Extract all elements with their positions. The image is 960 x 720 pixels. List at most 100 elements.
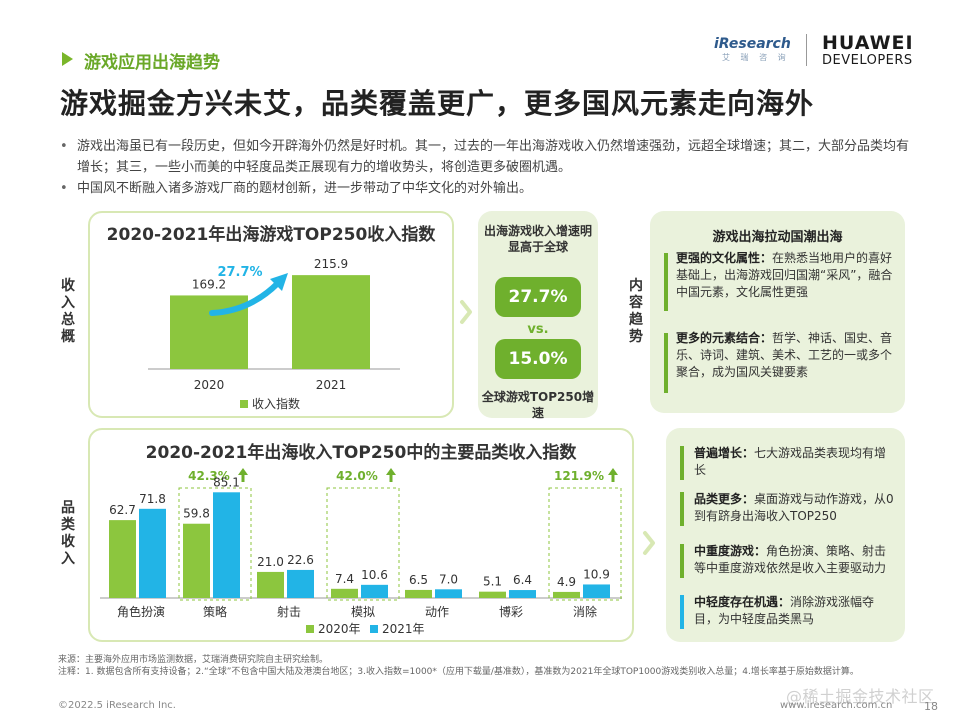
side-label-revenue: 收入总概 [61,278,75,345]
trend-point: 更强的文化属性：在熟悉当地用户的喜好基础上，出海游戏回归国潮“采风”，融合中国元… [676,250,894,301]
side-label-trend: 内容趋势 [629,278,643,345]
revenue-chart-panel: 2020-2021年出海游戏TOP250收入指数 169.2 2020 215.9 2… [88,211,454,418]
highlight-box [326,487,400,601]
comparison-title: 出海游戏收入增速明显高于全球 [483,224,592,254]
bar-2021 [435,589,462,598]
point-marker [664,253,668,311]
bar-value-label: 4.9 [557,575,576,589]
growth-label: 27.7% [217,265,262,280]
bar-value-label: 22.6 [287,553,314,567]
category-point-text: 七大游戏品类表现均有增长 [694,446,887,477]
category-point: 品类更多：桌面游戏与动作游戏，从0到有跻身出海收入TOP250 [694,491,896,525]
bar-2020 [109,520,136,598]
point-marker [680,595,684,629]
growth-label: 121.9% [554,469,604,483]
huawei-logo: HUAWEI [822,32,914,54]
overseas-growth-badge: 27.7% [495,277,581,317]
up-arrow-icon [386,468,396,475]
x-tick-label: 策略 [203,604,227,619]
legend-label: 收入指数 [252,396,300,411]
trend-point-head: 更强的文化属性： [676,251,773,265]
page-number: 18 [924,700,938,713]
bar-2021 [509,590,536,598]
category-point: 中轻度存在机遇：消除游戏涨幅夺目，为中轻度品类黑马 [694,594,896,628]
bar-2020 [183,523,210,598]
x-tick-label: 2020 [194,378,225,392]
category-point-text: 消除游戏涨幅夺目，为中轻度品类黑马 [694,595,875,626]
category-point-head: 中轻度存在机遇： [694,595,791,609]
category-point-head: 普遍增长： [694,446,755,460]
bar-2021 [213,492,240,598]
iresearch-logo-subtext: 艾 瑞 咨 询 [722,53,790,62]
bar-value-label: 6.4 [513,573,532,587]
bar-value-label: 5.1 [483,575,502,589]
watermark: @稀土掘金技术社区 [786,687,935,706]
highlight-box [178,487,252,601]
chart1-title: 2020-2021年出海游戏TOP250收入指数 [106,225,436,245]
trend-panel: 游戏出海拉动国潮出海 更强的文化属性：在熟悉当地用户的喜好基础上，出海游戏回归国… [650,211,905,413]
section-title: 游戏应用出海趋势 [84,53,220,73]
highlight-box [548,487,622,601]
side-label-category: 品类收入 [61,500,75,567]
bar-2020 [405,589,432,598]
developers-logo: DEVELOPERS [822,53,913,68]
up-arrow-stem-icon [241,474,245,482]
bullet-item: 中国风不断融入诸多游戏厂商的题材创新，进一步带动了中华文化的对外输出。 [60,178,920,199]
website-link[interactable]: www.iresearch.com.cn [780,700,893,711]
revenue-chart: 169.2 2020 215.9 2021 收入指数 27.7% [148,257,400,411]
bar-value-label: 85.1 [213,475,240,489]
bar-2021 [287,569,314,598]
bar-value-label: 169.2 [192,277,226,291]
page-title: 游戏掘金方兴未艾，品类覆盖更广，更多国风元素走向海外 [60,87,815,120]
bar-value-label: 10.9 [583,567,610,581]
trend-point-text: 在熟悉当地用户的喜好基础上，出海游戏回归国潮“采风”，融合中国元素，文化属性更强 [676,251,893,299]
bar-2020 [479,591,506,598]
point-marker [680,544,684,578]
legend-label-2021: 2021年 [382,622,425,636]
chevron-right-icon [460,300,472,324]
bar-value-label: 10.6 [361,568,388,582]
x-tick-label: 射击 [277,604,301,619]
bar-value-label: 7.4 [335,572,354,586]
iresearch-logo: iResearch 艾 瑞 咨 询 [714,36,792,70]
vs-label: vs. [527,322,549,337]
bar-2021 [583,584,610,598]
category-point-head: 中重度游戏： [694,544,767,558]
bar-value-label: 59.8 [183,507,210,521]
point-marker [680,446,684,480]
x-tick-label: 角色扮演 [117,604,165,619]
legend-swatch-2020 [306,625,314,633]
trend-title: 游戏出海拉动国潮出海 [712,230,843,245]
category-point: 普遍增长：七大游戏品类表现均有增长 [694,445,896,479]
category-insights-panel: 普遍增长：七大游戏品类表现均有增长 品类更多：桌面游戏与动作游戏，从0到有跻身出… [666,428,905,642]
trend-point-text: 哲学、神话、国史、音乐、诗词、建筑、美术、工艺的一或多个聚合，成为国风关键要素 [676,331,893,379]
category-chart: 62.771.8 角色扮演 42.3% 59.8 85.1 策略 21.0 22.6 射击 42.… [100,468,622,636]
bar-value-label: 21.0 [257,555,284,569]
bar-value-label: 7.0 [439,572,458,586]
global-growth-badge: 15.0% [495,339,581,379]
bar-2020 [331,588,358,598]
bullet-item: 游戏出海虽已有一段历史，但如今开辟海外仍然是好时机。其一，过去的一年出海游戏收入… [60,136,920,178]
bar-2020 [553,591,580,598]
growth-arrow-icon [209,280,281,316]
category-point: 中重度游戏：角色扮演、策略、射击等中重度游戏依然是收入主要驱动力 [694,543,896,577]
category-point-text: 角色扮演、策略、射击等中重度游戏依然是收入主要驱动力 [694,544,887,575]
point-marker [680,492,684,526]
x-tick-label: 消除 [573,604,597,619]
footer-source: 来源：主要海外应用市场监测数据，艾瑞消费研究院自主研究绘制。 [58,655,329,665]
chevron-right-icon [643,531,655,555]
bar-value-label: 6.5 [409,573,428,587]
point-marker [664,333,668,393]
copyright: ©2022.5 iResearch Inc. [58,700,176,711]
x-tick-label: 模拟 [351,605,375,619]
section-arrow-icon [62,52,73,66]
x-tick-label: 2021 [316,378,347,392]
bar-2021 [139,508,166,598]
up-arrow-stem-icon [611,474,615,482]
arrowhead-icon [270,273,288,291]
x-tick-label: 博彩 [499,604,523,619]
category-point-head: 品类更多： [694,492,755,506]
legend-swatch [240,400,248,408]
category-chart-panel: 2020-2021年出海收入TOP250中的主要品类收入指数 62.7 71.8 角… [88,428,634,642]
growth-comparison-panel: 出海游戏收入增速明显高于全球 27.7% vs. 15.0% 全球游戏TOP25… [478,211,598,420]
